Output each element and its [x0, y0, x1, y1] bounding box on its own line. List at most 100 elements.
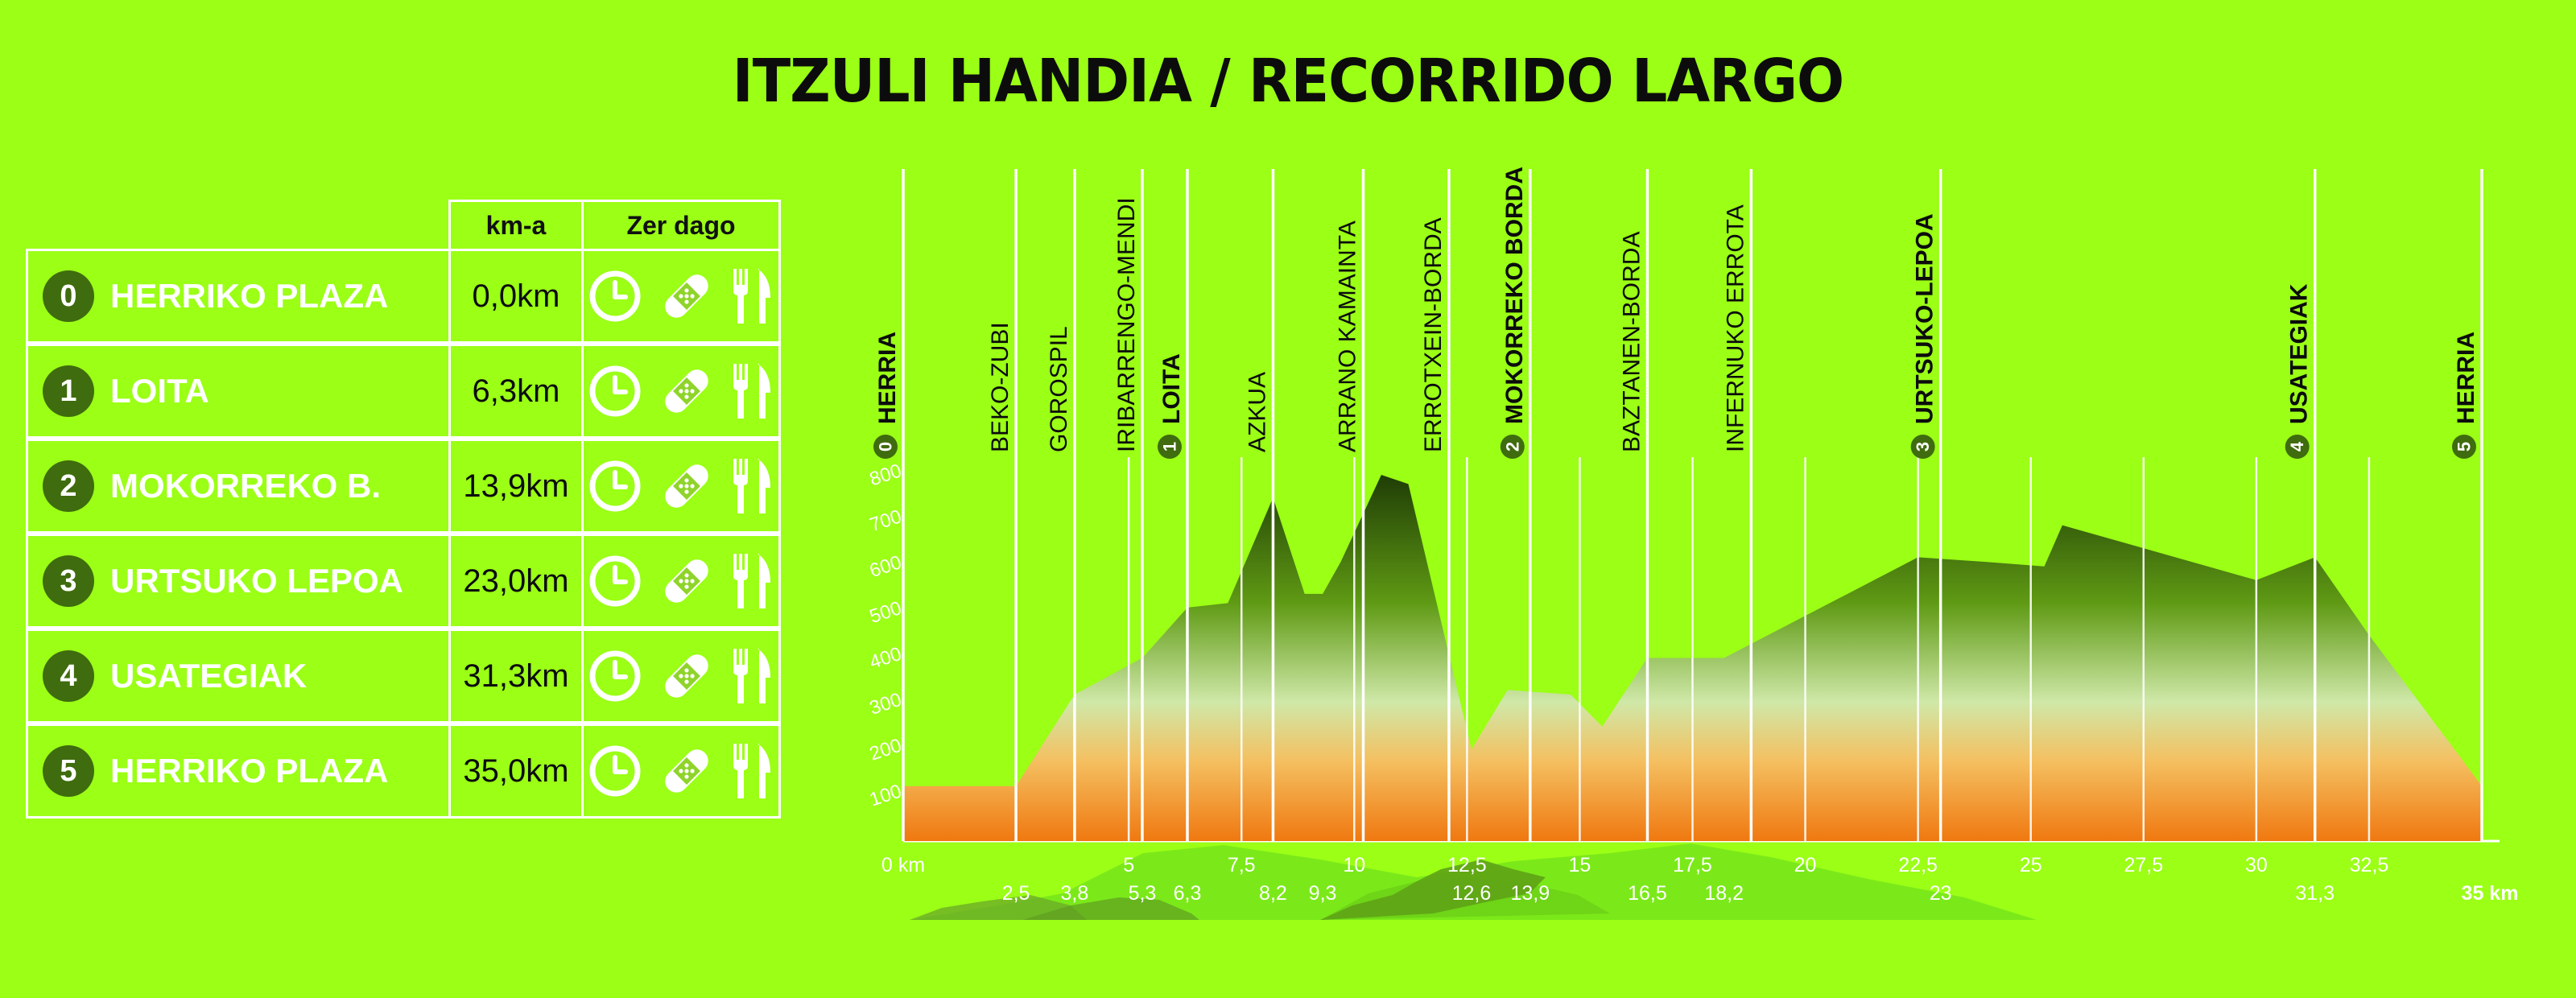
- waypoint-label: GOROSPIL: [1046, 326, 1072, 452]
- clock-icon: [587, 363, 643, 419]
- y-tick-label: 500: [867, 597, 904, 628]
- x-tick-label: 27,5: [2124, 854, 2163, 876]
- header-services: Zer dago: [581, 200, 781, 251]
- waypoint-km-label: 8,2: [1259, 882, 1287, 905]
- row-name-cell: 1 LOITA: [26, 344, 451, 439]
- row-name: USATEGIAK: [110, 657, 308, 695]
- x-tick-label: 20: [1794, 854, 1817, 876]
- y-tick-label: 700: [867, 505, 904, 536]
- waypoint-label: AZKUA: [1244, 372, 1270, 452]
- row-services: [581, 439, 781, 534]
- stations-table: km-a Zer dago 0 HERRIKO PLAZA 0,0km 1 LOITA 6…: [26, 200, 781, 824]
- row-name-cell: 4 USATEGIAK: [26, 629, 451, 724]
- waypoint-number: 5: [2454, 442, 2475, 452]
- waypoint-number: 0: [876, 442, 896, 452]
- waypoint-label: IRIBARRENGO-MENDI: [1113, 197, 1140, 452]
- clock-icon: [587, 743, 643, 799]
- mini-map-shapes: [910, 843, 2037, 920]
- x-tick-label: 32,5: [2350, 854, 2389, 876]
- x-tick-label: 15: [1569, 854, 1591, 876]
- waypoint-name: GOROSPIL: [1046, 326, 1072, 452]
- y-tick-label: 200: [867, 735, 904, 765]
- bandage-icon: [656, 645, 717, 707]
- number-badge: 5: [43, 745, 94, 797]
- waypoint-label: LOITA: [1158, 353, 1185, 424]
- waypoint-name: HERRIA: [874, 332, 901, 424]
- waypoint-number-badge: [2285, 435, 2310, 459]
- waypoint-label: HERRIA: [874, 332, 901, 424]
- waypoint-label: BEKO-ZUBI: [987, 322, 1013, 452]
- waypoint-label: USATEGIAK: [2286, 283, 2313, 424]
- row-services: [581, 629, 781, 724]
- x-tick-label: 5: [1123, 854, 1134, 876]
- waypoint-km-label: 13,9: [1510, 882, 1550, 905]
- bandage-icon: [656, 740, 717, 802]
- waypoint-number-badge: [2452, 435, 2476, 459]
- row-name: MOKORREKO B.: [110, 467, 381, 505]
- row-name-cell: 3 URTSUKO LEPOA: [26, 534, 451, 629]
- waypoint-km-label: 16,5: [1628, 882, 1667, 905]
- fork-knife-icon: [730, 740, 775, 802]
- waypoint-km-label: 12,6: [1452, 882, 1492, 905]
- number-badge: 1: [43, 365, 94, 417]
- bandage-icon: [656, 361, 717, 422]
- fork-knife-icon: [730, 266, 775, 327]
- table-row: 0 HERRIKO PLAZA 0,0km: [26, 249, 781, 346]
- waypoint-number-badge: [873, 435, 898, 459]
- row-name-cell: 5 HERRIKO PLAZA: [26, 724, 451, 819]
- x-tick-label: 25: [2020, 854, 2042, 876]
- waypoint-name: USATEGIAK: [2286, 283, 2313, 424]
- number-badge: 3: [43, 555, 94, 607]
- x-tick-label: 0 km: [881, 854, 925, 876]
- row-name: HERRIKO PLAZA: [110, 752, 389, 790]
- waypoint-number: 1: [1159, 442, 1179, 452]
- waypoint-name: AZKUA: [1244, 372, 1270, 452]
- waypoint-label: MOKORREKO BORDA: [1501, 167, 1528, 424]
- x-tick-label: 10: [1343, 854, 1365, 876]
- bandage-icon: [656, 456, 717, 517]
- table-row: 3 URTSUKO LEPOA 23,0km: [26, 534, 781, 631]
- waypoint-km-label: 2,5: [1002, 882, 1030, 905]
- row-name: URTSUKO LEPOA: [110, 562, 404, 600]
- waypoint-name: HERRIA: [2453, 332, 2479, 424]
- waypoint-km-label: 9,3: [1309, 882, 1337, 905]
- waypoint-label: ERROTXEIN-BORDA: [1420, 217, 1447, 452]
- waypoint-label: BAZTANEN-BORDA: [1618, 232, 1645, 452]
- fork-knife-icon: [730, 361, 775, 422]
- waypoint-name: ERROTXEIN-BORDA: [1420, 217, 1447, 452]
- table-row: 1 LOITA 6,3km: [26, 344, 781, 441]
- waypoint-label: ARRANO KAMAINTA: [1334, 221, 1360, 452]
- row-name: LOITA: [110, 372, 209, 410]
- number-badge: 2: [43, 460, 94, 512]
- number-badge: 0: [43, 270, 94, 322]
- waypoint-km-label: 3,8: [1061, 882, 1089, 905]
- fork-knife-icon: [730, 645, 775, 707]
- waypoint-km-label: 5,3: [1129, 882, 1157, 905]
- table-row: 5 HERRIKO PLAZA 35,0km: [26, 724, 781, 821]
- waypoint-name: BAZTANEN-BORDA: [1618, 232, 1645, 452]
- waypoint-km-label: 23: [1930, 882, 1952, 905]
- waypoint-km-label: 31,3: [2295, 882, 2334, 905]
- waypoint-number-badge: [1500, 435, 1525, 459]
- waypoint-name: MOKORREKO BORDA: [1501, 167, 1528, 424]
- waypoint-number-badge: [1157, 435, 1182, 459]
- table-row: 2 MOKORREKO B. 13,9km: [26, 439, 781, 536]
- waypoint-number: 4: [2287, 441, 2307, 452]
- waypoint-name: LOITA: [1158, 353, 1185, 424]
- bandage-icon: [656, 551, 717, 612]
- row-services: [581, 249, 781, 344]
- number-badge: 4: [43, 650, 94, 702]
- waypoint-number: 2: [1502, 442, 1522, 452]
- row-services: [581, 724, 781, 819]
- fork-knife-icon: [730, 456, 775, 517]
- waypoint-number-badge: [1910, 435, 1935, 459]
- x-tick-label: 17,5: [1673, 854, 1712, 876]
- y-tick-label: 300: [867, 689, 904, 720]
- waypoint-km-label: 18,2: [1704, 882, 1744, 905]
- fork-knife-icon: [730, 551, 775, 612]
- waypoint-label: URTSUKO-LEPOA: [1912, 213, 1938, 424]
- x-tick-label: 7,5: [1228, 854, 1256, 876]
- x-tick-label: 30: [2245, 854, 2268, 876]
- waypoint-label: HERRIA: [2453, 332, 2479, 424]
